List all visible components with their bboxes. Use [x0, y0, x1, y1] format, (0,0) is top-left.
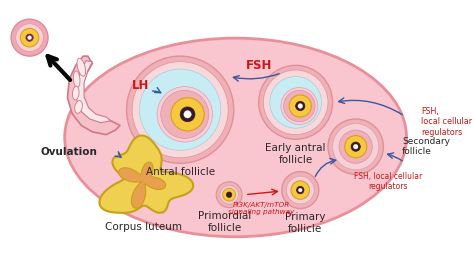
Text: PI3K/AKT/mTOR
signaling pathway: PI3K/AKT/mTOR signaling pathway: [228, 202, 294, 215]
Text: Corpus luteum: Corpus luteum: [105, 222, 182, 233]
Ellipse shape: [64, 38, 407, 237]
Text: Antral follicle: Antral follicle: [146, 167, 215, 177]
Circle shape: [259, 65, 333, 139]
Ellipse shape: [75, 100, 82, 113]
Circle shape: [351, 142, 360, 151]
Circle shape: [171, 98, 204, 131]
Text: FSH,
local cellular
regulators: FSH, local cellular regulators: [421, 107, 473, 137]
Polygon shape: [67, 56, 120, 135]
Circle shape: [345, 135, 367, 158]
Circle shape: [227, 192, 232, 198]
Ellipse shape: [73, 86, 79, 100]
Circle shape: [157, 87, 212, 142]
Circle shape: [127, 56, 234, 163]
Circle shape: [223, 188, 236, 201]
Circle shape: [132, 62, 228, 158]
Circle shape: [180, 107, 195, 122]
Circle shape: [297, 186, 304, 194]
Circle shape: [263, 70, 328, 135]
Circle shape: [220, 186, 238, 204]
Circle shape: [283, 90, 315, 122]
Text: Secondary
follicle: Secondary follicle: [402, 137, 450, 156]
Text: FSH, local cellular
regulators: FSH, local cellular regulators: [354, 172, 422, 191]
Circle shape: [296, 101, 305, 111]
Polygon shape: [100, 135, 193, 213]
Circle shape: [328, 119, 383, 174]
Circle shape: [281, 87, 318, 124]
Polygon shape: [77, 61, 111, 123]
Circle shape: [354, 144, 358, 149]
Circle shape: [161, 90, 209, 138]
Circle shape: [298, 104, 302, 108]
Text: Primary
follicle: Primary follicle: [284, 212, 325, 234]
Text: LH: LH: [132, 79, 149, 92]
Circle shape: [27, 36, 31, 39]
Circle shape: [20, 28, 39, 47]
Circle shape: [139, 69, 221, 150]
Circle shape: [286, 176, 314, 204]
Circle shape: [184, 111, 191, 118]
Circle shape: [16, 24, 44, 51]
Circle shape: [299, 188, 302, 192]
Circle shape: [339, 130, 372, 163]
Circle shape: [291, 181, 310, 199]
Circle shape: [289, 95, 311, 117]
Ellipse shape: [73, 71, 80, 87]
Circle shape: [26, 34, 33, 41]
Circle shape: [282, 172, 319, 209]
Polygon shape: [118, 162, 165, 208]
Text: Ovulation: Ovulation: [41, 147, 98, 157]
Text: Early antral
follicle: Early antral follicle: [265, 143, 326, 165]
Circle shape: [216, 182, 242, 208]
Circle shape: [11, 19, 48, 56]
Circle shape: [333, 123, 379, 170]
Circle shape: [270, 76, 321, 128]
Text: FSH: FSH: [246, 59, 272, 72]
Ellipse shape: [77, 58, 86, 76]
Text: Primordial
follicle: Primordial follicle: [198, 211, 251, 233]
